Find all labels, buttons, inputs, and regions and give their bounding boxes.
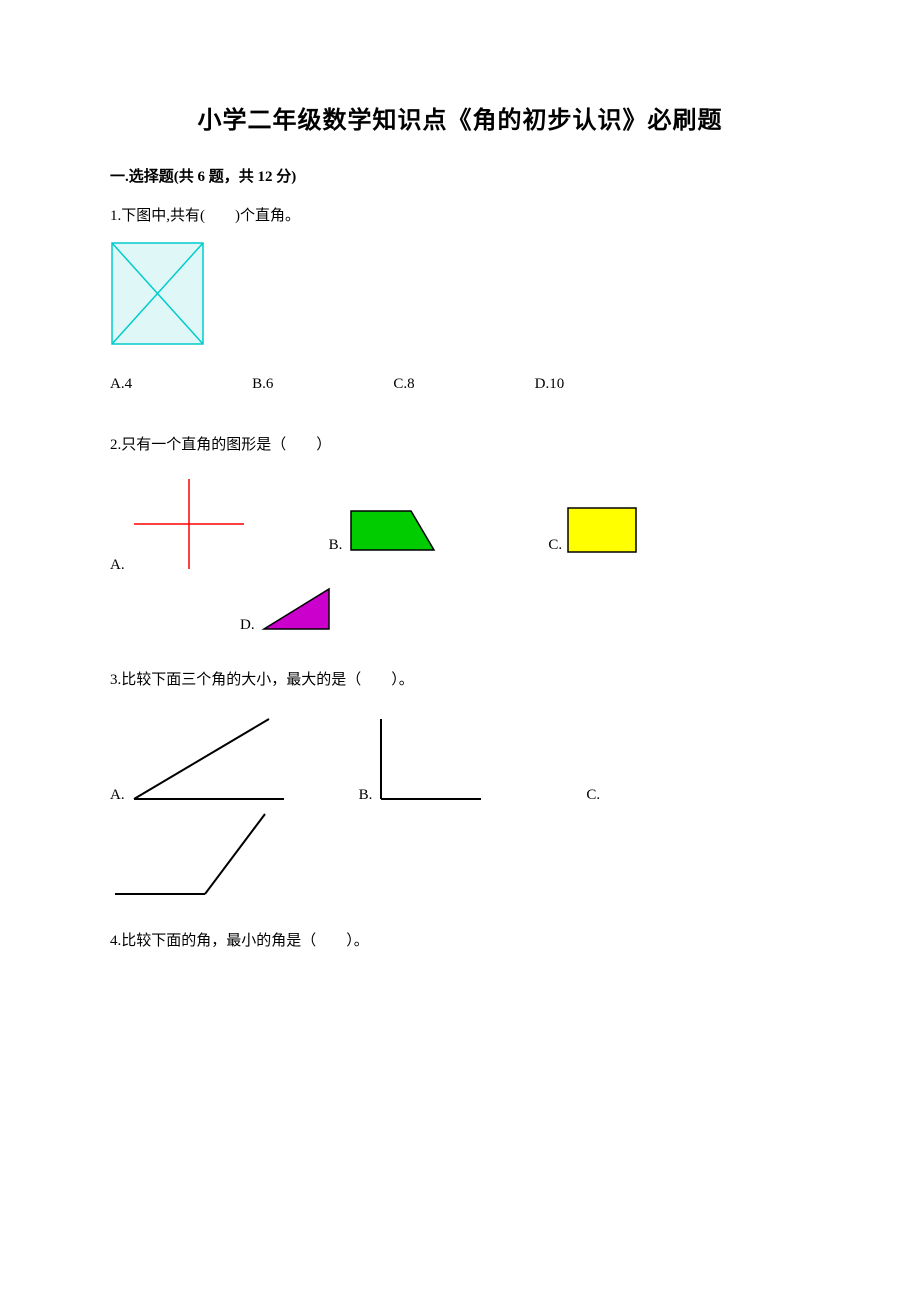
obtuse-angle-icon bbox=[110, 809, 270, 899]
trapezoid-icon bbox=[346, 506, 438, 554]
q1-text: 1.下图中,共有( )个直角。 bbox=[110, 204, 810, 225]
q2-b-label: B. bbox=[329, 537, 343, 554]
q2-d-label: D. bbox=[240, 617, 255, 634]
q2-options-row2: D. bbox=[110, 584, 810, 634]
q2-text: 2.只有一个直角的图形是（ ） bbox=[110, 433, 810, 454]
q2-options-row1: A. B. C. bbox=[110, 474, 810, 574]
page-title: 小学二年级数学知识点《角的初步认识》必刷题 bbox=[110, 100, 810, 135]
q2-a-label: A. bbox=[110, 557, 125, 574]
right-triangle-icon bbox=[259, 584, 339, 634]
right-angle-icon bbox=[376, 714, 486, 804]
rectangle-icon bbox=[566, 506, 638, 554]
q3-b-label: B. bbox=[359, 787, 373, 804]
q1-option-c: C.8 bbox=[393, 376, 414, 393]
page: 小学二年级数学知识点《角的初步认识》必刷题 一.选择题(共 6 题，共 12 分… bbox=[0, 0, 920, 1302]
q1-option-b: B.6 bbox=[252, 376, 273, 393]
q3-a-label: A. bbox=[110, 787, 125, 804]
q2-c-label: C. bbox=[548, 537, 562, 554]
q1-option-d: D.10 bbox=[535, 376, 565, 393]
q3-option-b: B. bbox=[359, 714, 487, 804]
q1-option-a: A.4 bbox=[110, 376, 132, 393]
q2-option-b: B. bbox=[329, 506, 439, 574]
q2-option-c: C. bbox=[548, 506, 638, 574]
q3-c-label: C. bbox=[586, 787, 600, 804]
q3-text: 3.比较下面三个角的大小，最大的是（ ）。 bbox=[110, 668, 810, 689]
q1-options: A.4 B.6 C.8 D.10 bbox=[110, 376, 810, 393]
q2-option-d: D. bbox=[240, 584, 339, 634]
q3-option-a: A. bbox=[110, 714, 289, 804]
q2-option-a: A. bbox=[110, 474, 249, 574]
q4-text: 4.比较下面的角，最小的角是（ ）。 bbox=[110, 929, 810, 950]
section-1-header: 一.选择题(共 6 题，共 12 分) bbox=[110, 165, 810, 186]
q3-option-c: C. bbox=[586, 787, 604, 804]
q1-figure bbox=[110, 241, 810, 346]
acute-angle-icon bbox=[129, 714, 289, 804]
q3-option-c-figure bbox=[110, 809, 810, 899]
q1-square-diagonals-icon bbox=[110, 241, 205, 346]
q3-options-row1: A. B. C. bbox=[110, 714, 810, 804]
cross-lines-icon bbox=[129, 474, 249, 574]
